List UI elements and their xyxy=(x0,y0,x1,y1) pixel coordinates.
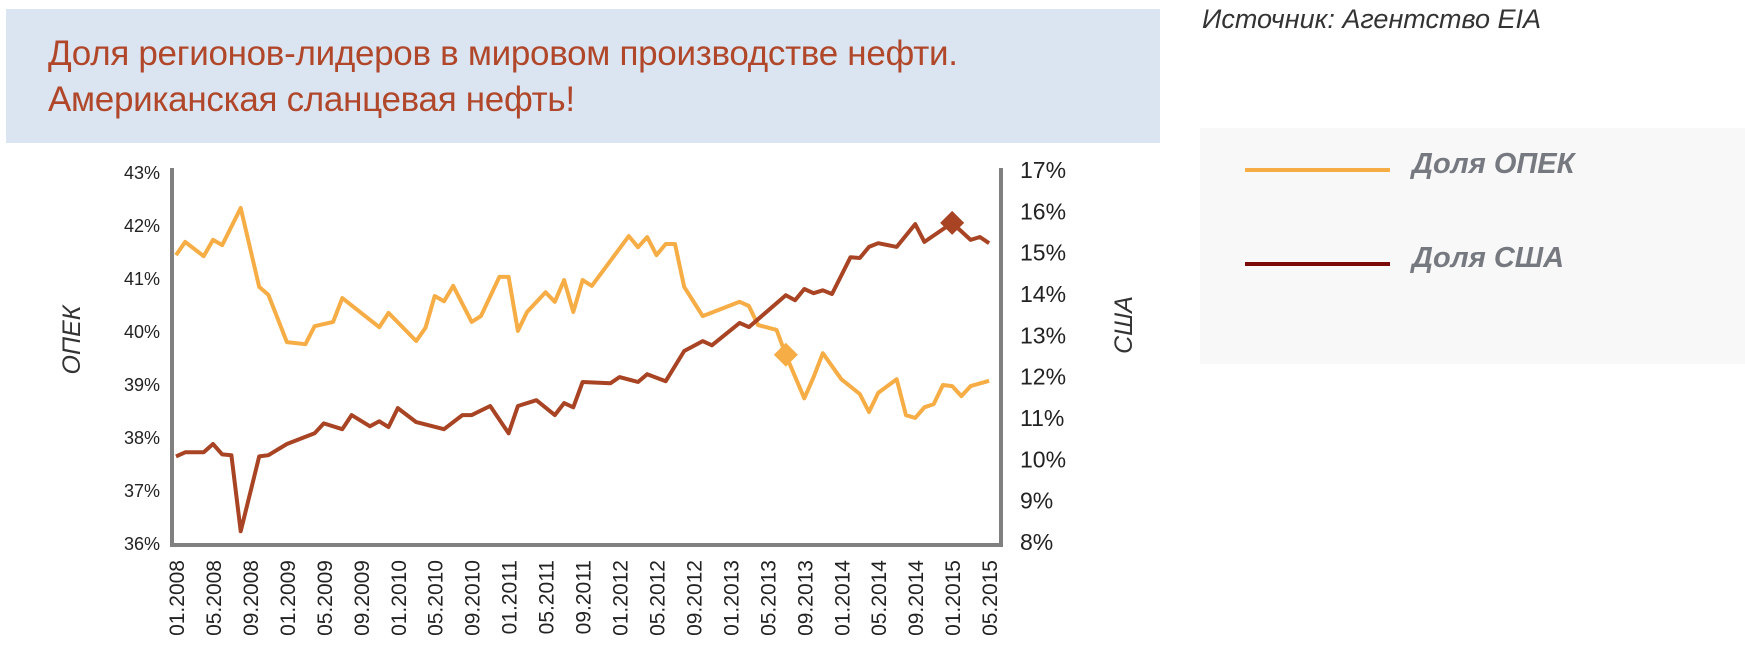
x-tick-label: 01.2010 xyxy=(388,560,411,636)
y-left-tick-label: 42% xyxy=(124,216,160,236)
x-tick-label: 01.2011 xyxy=(499,560,522,634)
y-right-tick-label: 16% xyxy=(1020,198,1066,224)
y-left-tick-label: 36% xyxy=(124,534,160,554)
title-line-1: Доля регионов-лидеров в мировом производ… xyxy=(48,34,958,73)
legend-label-usa: Доля США xyxy=(1412,242,1565,274)
x-tick-label: 01.2012 xyxy=(610,560,633,636)
x-tick-label: 09.2010 xyxy=(462,560,485,636)
title-line-2: Американская сланцевая нефть! xyxy=(48,80,575,119)
x-tick-label: 01.2015 xyxy=(942,560,965,636)
y-right-tick-label: 9% xyxy=(1020,488,1053,514)
x-tick-label: 05.2014 xyxy=(868,560,891,636)
x-tick-label: 09.2012 xyxy=(683,560,706,636)
x-tick-label: 01.2013 xyxy=(720,560,743,636)
y-left-tick-label: 39% xyxy=(124,375,160,395)
y-right-ticks: 17% 16% 15% 14% 13% 12% 11% 10% 9% 8% xyxy=(1020,157,1066,555)
y-right-axis-title: США xyxy=(1110,296,1138,354)
usa-highlight-marker xyxy=(940,210,965,235)
x-tick-label: 05.2010 xyxy=(425,560,448,636)
y-left-tick-label: 37% xyxy=(124,481,160,501)
source-note: Источник: Агентство EIA xyxy=(1202,4,1542,34)
x-ticks: 01.2008 05.2008 09.2008 01.2009 05.2009 09.20… xyxy=(166,560,1002,636)
legend-item-usa: Доля США xyxy=(1245,242,1564,275)
opec-points xyxy=(175,207,990,418)
x-tick-label: 09.2014 xyxy=(905,560,928,636)
y-right-tick-label: 17% xyxy=(1020,157,1066,183)
legend: Доля ОПЕК Доля США xyxy=(1200,128,1745,364)
x-tick-label: 05.2011 xyxy=(536,560,559,634)
x-tick-label: 01.2008 xyxy=(166,560,189,636)
y-right-tick-label: 10% xyxy=(1020,446,1066,472)
x-tick-label: 01.2014 xyxy=(831,560,854,636)
usa-points xyxy=(175,222,990,532)
y-right-tick-label: 13% xyxy=(1020,322,1066,348)
y-right-tick-label: 14% xyxy=(1020,281,1066,307)
series-group xyxy=(174,206,991,534)
x-tick-label: 09.2011 xyxy=(573,560,596,634)
legend-swatch-opec xyxy=(1245,167,1390,172)
legend-swatch-usa xyxy=(1245,261,1390,266)
x-tick-label: 09.2008 xyxy=(240,560,263,636)
axes xyxy=(170,168,1003,547)
legend-label-opec: Доля ОПЕК xyxy=(1412,148,1575,180)
chart-title: Доля регионов-лидеров в мировом производ… xyxy=(48,31,958,123)
y-left-tick-label: 40% xyxy=(124,322,160,342)
x-tick-label: 09.2013 xyxy=(794,560,817,636)
y-right-tick-label: 8% xyxy=(1020,529,1053,555)
y-left-ticks: 43% 42% 41% 40% 39% 38% 37% 36% xyxy=(124,163,160,554)
y-left-tick-label: 43% xyxy=(124,163,160,183)
usa-series-line xyxy=(175,220,991,534)
y-right-tick-label: 12% xyxy=(1020,364,1066,390)
x-tick-label: 05.2015 xyxy=(979,560,1002,636)
x-tick-label: 05.2012 xyxy=(646,560,669,636)
x-tick-label: 05.2008 xyxy=(203,560,226,636)
y-right-tick-label: 11% xyxy=(1020,405,1064,431)
y-left-tick-label: 41% xyxy=(124,269,160,289)
x-tick-label: 05.2013 xyxy=(757,560,780,636)
y-right-tick-label: 15% xyxy=(1020,240,1066,266)
x-tick-label: 09.2009 xyxy=(351,560,374,636)
opec-series-line xyxy=(174,206,990,420)
x-tick-label: 05.2009 xyxy=(314,560,337,636)
title-banner: Доля регионов-лидеров в мировом производ… xyxy=(6,9,1160,143)
opec-highlight-marker xyxy=(773,342,798,367)
y-left-tick-label: 38% xyxy=(124,428,160,448)
y-left-axis-title: ОПЕК xyxy=(58,304,86,374)
legend-item-opec: Доля ОПЕК xyxy=(1245,148,1574,181)
x-tick-label: 01.2009 xyxy=(277,560,300,636)
